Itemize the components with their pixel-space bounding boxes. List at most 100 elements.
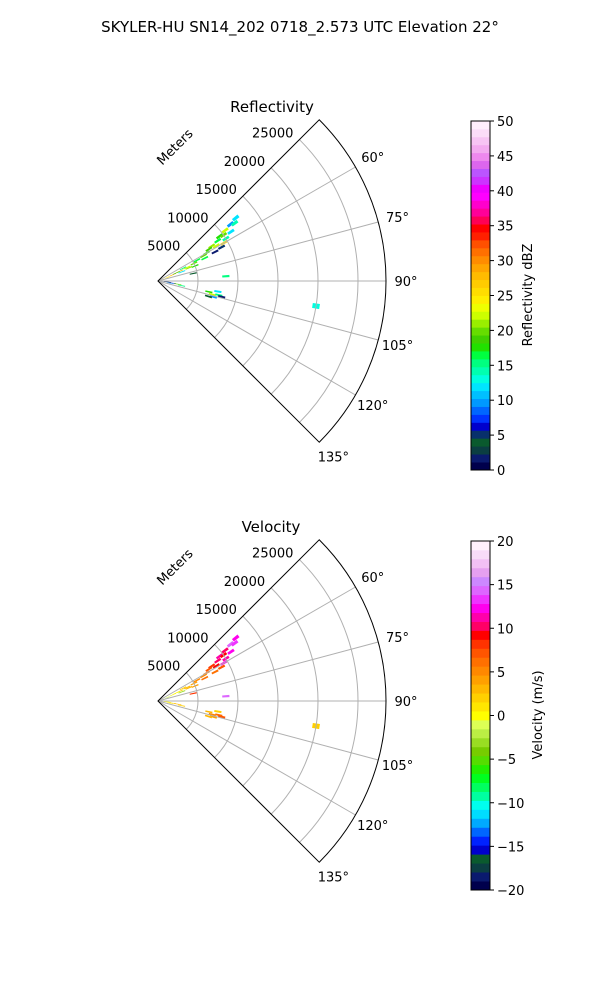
azimuth-spoke (157, 221, 379, 282)
colorbar-swatch (471, 558, 490, 569)
colorbar-swatch (471, 382, 490, 392)
radar-gate (166, 702, 174, 704)
radar-gate (230, 639, 239, 647)
radar-gate (174, 703, 182, 706)
colorbar-swatch (471, 737, 490, 748)
r-tick-label: 25000 (252, 127, 293, 142)
radar-gate (217, 664, 226, 670)
colorbar-tick-label: 30 (497, 255, 514, 270)
colorbar-swatch (471, 303, 490, 312)
velocity-theta-tick-labels: 60° 75° 90° 105° 120° 135° (318, 571, 418, 885)
azimuth-spoke (157, 166, 356, 282)
colorbar-tick-label: 50 (497, 115, 514, 130)
colorbar-tick-label: 35 (497, 220, 514, 235)
radar-gate (214, 290, 222, 294)
colorbar-swatch (471, 845, 490, 855)
colorbar-swatch (471, 430, 490, 439)
colorbar-tick-label: 0 (497, 464, 505, 479)
velocity-grid (157, 539, 387, 863)
radar-gate (214, 237, 222, 244)
colorbar-tick-label: 20 (497, 324, 514, 339)
theta-tick-label: 120° (357, 399, 388, 414)
radar-gate (211, 249, 219, 255)
velocity-colorbar-label: Velocity (m/s) (531, 670, 546, 759)
colorbar-tick-label: 10 (497, 622, 514, 637)
r-tick-label: 5000 (147, 240, 180, 255)
radar-gate (215, 233, 224, 240)
colorbar-swatch (471, 247, 490, 257)
colorbar-swatch (471, 621, 490, 631)
radar-gate (217, 244, 226, 250)
colorbar-swatch (471, 343, 490, 352)
theta-tick-label: 135° (318, 870, 349, 885)
colorbar-swatch (471, 398, 490, 407)
r-tick-label: 5000 (147, 660, 180, 675)
theta-tick-label: 105° (382, 759, 413, 774)
colorbar-tick-label: 15 (497, 359, 514, 374)
radar-gate (227, 648, 235, 655)
r-tick-label: 20000 (224, 575, 265, 590)
colorbar-swatch (471, 335, 490, 344)
colorbar-swatch (471, 255, 490, 265)
colorbar-swatch (471, 279, 490, 288)
colorbar-swatch (471, 176, 490, 185)
colorbar-swatch (471, 208, 490, 217)
colorbar-tick-label: 10 (497, 394, 514, 409)
colorbar-swatch (471, 311, 490, 320)
colorbar-swatch (471, 872, 490, 882)
radar-gate (226, 220, 235, 228)
colorbar-swatch (471, 549, 490, 560)
colorbar-tick-label: 15 (497, 579, 514, 594)
radar-gate (193, 677, 201, 683)
colorbar-swatch (471, 319, 490, 328)
velocity-r-tick-labels: 5000 10000 15000 20000 25000 (147, 547, 293, 675)
radar-gate (222, 274, 230, 278)
radar-gate (226, 640, 235, 648)
radar-gate (222, 694, 230, 698)
colorbar-tick-label: 45 (497, 150, 514, 165)
radar-gate (168, 702, 176, 704)
theta-tick-label: 75° (386, 211, 409, 226)
colorbar-swatch (471, 263, 490, 273)
colorbar-swatch (471, 719, 490, 730)
radar-gate (166, 282, 174, 284)
colorbar-swatch (471, 351, 490, 360)
radar-gate (183, 265, 191, 270)
radar-gate (204, 294, 213, 299)
r-tick-label: 15000 (195, 603, 236, 618)
colorbar-tick-label: −10 (497, 797, 524, 812)
radar-gate (217, 715, 226, 719)
colorbar-swatch (471, 438, 490, 447)
azimuth-spoke (157, 280, 379, 341)
radar-gate (214, 657, 222, 664)
radar-gate (179, 686, 187, 691)
colorbar-swatch (471, 462, 490, 471)
radar-gate (172, 271, 180, 275)
r-tick-label: 10000 (167, 631, 208, 646)
velocity-panel: Velocity 5000 10000 15000 20000 25000 60° 75°… (147, 518, 546, 899)
colorbar-swatch (471, 728, 490, 739)
colorbar-tick-label: 20 (497, 535, 514, 550)
velocity-range-label: Meters (155, 546, 197, 588)
colorbar-swatch (471, 594, 490, 605)
reflectivity-colorbar: 0 5 10 15 20 25 30 35 40 45 50 (470, 115, 514, 479)
colorbar-swatch (471, 791, 490, 801)
radar-gate (178, 690, 186, 694)
colorbar-swatch (471, 200, 490, 209)
reflectivity-theta-tick-labels: 60° 75° 90° 105° 120° 135° (318, 151, 418, 465)
theta-tick-label: 75° (386, 631, 409, 646)
sector-frame (157, 119, 387, 443)
radar-gate (165, 694, 173, 698)
reflectivity-colorbar-label: Reflectivity dBZ (521, 244, 536, 347)
colorbar-swatch (471, 168, 490, 177)
radar-gate (208, 712, 217, 717)
theta-tick-label: 60° (361, 151, 384, 166)
colorbar-tick-label: −5 (497, 753, 516, 768)
r-tick-label: 25000 (252, 547, 293, 562)
colorbar-swatch (471, 827, 490, 837)
colorbar-swatch (471, 152, 490, 162)
colorbar-swatch (471, 711, 490, 721)
radar-gate (205, 246, 213, 252)
radar-gate (215, 653, 224, 660)
